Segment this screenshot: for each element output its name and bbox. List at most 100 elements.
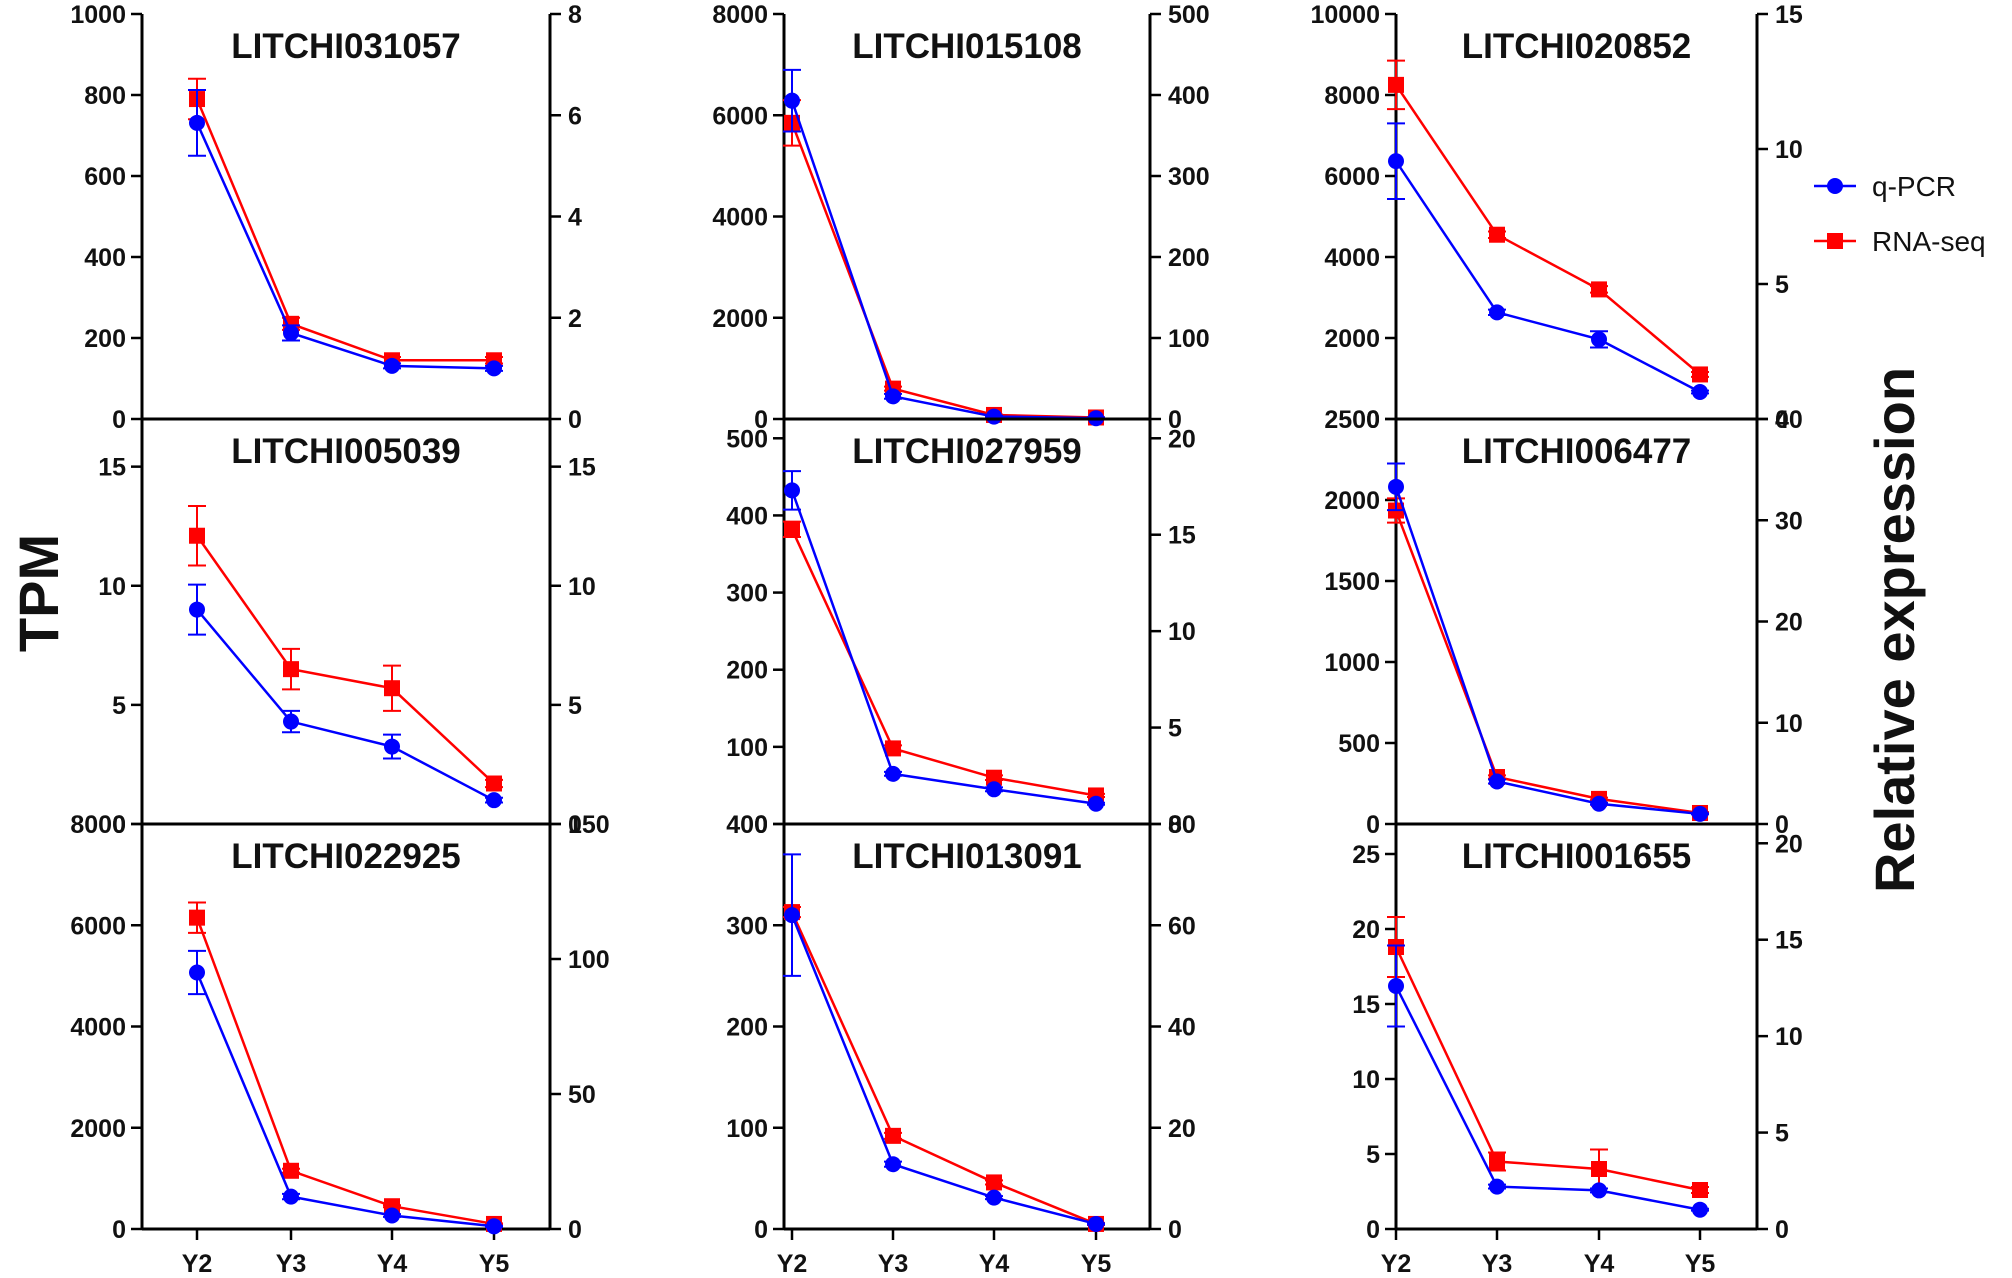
x-tick-label: Y5	[1081, 1250, 1112, 1278]
left-tick-label: 15	[1352, 991, 1380, 1019]
right-tick-label: 10	[1775, 136, 1803, 164]
left-tick-label: 1500	[1324, 568, 1380, 596]
series-q-pcr	[1387, 462, 1709, 822]
left-tick-label: 0	[754, 406, 768, 434]
data-point	[885, 765, 901, 782]
left-tick-label: 0	[1366, 811, 1380, 839]
right-tick-label: 20	[1168, 425, 1196, 453]
series-line	[195, 917, 495, 1226]
series-q-pcr	[188, 583, 503, 809]
data-point	[885, 1156, 901, 1173]
data-point	[1692, 1182, 1708, 1198]
left-tick-label: 2000	[70, 1115, 126, 1143]
series-q-pcr	[188, 949, 503, 1235]
left-tick-label: 400	[726, 811, 768, 839]
right-tick-label: 20	[1168, 1115, 1196, 1143]
data-point	[986, 408, 1002, 425]
data-point	[1388, 153, 1404, 170]
left-tick-label: 1000	[70, 1, 126, 29]
panel-title: LITCHI031057	[231, 27, 461, 66]
series-line	[195, 98, 494, 362]
chart-panel-5: LITCHI027959 0 100 200 300 400 500 0 5 10 15 20	[726, 417, 1196, 839]
series-line	[790, 914, 1097, 1226]
chart-panels: LITCHI0310570200400600800100002468LITCHI…	[70, 1, 1803, 1278]
data-point	[486, 1218, 502, 1235]
left-tick-label: 200	[726, 657, 768, 685]
x-tick-label: Y2	[1381, 1250, 1412, 1278]
right-tick-label: 80	[1168, 811, 1196, 839]
right-tick-label: 0	[568, 1216, 582, 1244]
data-point	[1591, 281, 1607, 298]
legend-item-rnaseq: RNA-seq	[1814, 226, 1986, 257]
right-tick-label: 2	[568, 305, 582, 333]
data-point	[885, 388, 901, 405]
x-tick-label: Y3	[1482, 1250, 1513, 1278]
data-point	[384, 357, 400, 374]
data-point	[1489, 1178, 1505, 1195]
series-line	[195, 122, 495, 370]
left-tick-label: 4000	[712, 204, 768, 232]
panel-title: LITCHI020852	[1462, 27, 1692, 66]
x-tick-label: Y3	[878, 1250, 909, 1278]
data-point	[1388, 478, 1404, 495]
left-tick-label: 600	[84, 163, 126, 191]
right-tick-label: 4	[568, 204, 582, 232]
right-tick-label: 100	[568, 946, 610, 974]
series-q-pcr	[1387, 944, 1709, 1218]
right-y-axis-label: Relative expression	[1863, 367, 1926, 893]
left-tick-label: 10	[98, 573, 126, 601]
left-tick-label: 6000	[712, 102, 768, 130]
data-point	[1489, 226, 1505, 243]
left-tick-label: 5	[112, 692, 126, 720]
series-line	[790, 528, 1097, 797]
series-line	[1394, 84, 1701, 376]
left-tick-label: 0	[754, 811, 768, 839]
data-point	[1388, 978, 1404, 994]
right-tick-label: 15	[1775, 927, 1803, 955]
right-tick-label: 5	[1775, 271, 1789, 299]
series-line	[1394, 985, 1701, 1211]
left-tick-label: 2500	[1324, 406, 1380, 434]
data-point	[384, 738, 400, 755]
data-point	[1489, 773, 1505, 790]
right-tick-label: 5	[568, 692, 582, 720]
series-line	[790, 911, 1097, 1226]
data-point	[189, 909, 205, 926]
left-tick-label: 100	[726, 1115, 768, 1143]
chart-panel-6: LITCHI0064770500100015002000250001020304…	[1324, 406, 1802, 839]
x-tick-label: Y4	[377, 1250, 408, 1278]
data-point	[189, 964, 205, 981]
x-tick-label: Y5	[1685, 1250, 1716, 1278]
legend-rnaseq-label: RNA-seq	[1872, 226, 1986, 257]
panel-title: LITCHI027959	[852, 432, 1082, 471]
series-rna-seq	[783, 99, 1105, 426]
data-point	[1692, 366, 1708, 383]
data-point	[986, 769, 1002, 786]
right-tick-label: 100	[1168, 325, 1210, 353]
series-q-pcr	[783, 470, 1105, 812]
right-tick-label: 400	[1168, 82, 1210, 110]
data-point	[885, 740, 901, 757]
panel-title: LITCHI022925	[231, 837, 461, 876]
chart-panel-4: LITCHI005039 0 5 10 15 0 5 10 15	[98, 417, 596, 839]
data-point	[283, 661, 299, 678]
left-tick-label: 6000	[70, 912, 126, 940]
series-line	[1394, 946, 1701, 1192]
data-point	[1489, 304, 1505, 321]
left-tick-label: 0	[754, 1216, 768, 1244]
data-point	[784, 482, 800, 499]
left-tick-label: 0	[1366, 1216, 1380, 1244]
x-tick-label: Y5	[479, 1250, 510, 1278]
series-rna-seq	[1387, 916, 1709, 1198]
left-tick-label: 2000	[1324, 325, 1380, 353]
data-point	[189, 114, 205, 131]
chart-panel-9: LITCHI001655 0 5 10 15 20 25 0 5 10 15 20 Y2 Y3 Y4 Y5	[1352, 822, 1803, 1278]
left-tick-label: 25	[1352, 841, 1380, 869]
left-tick-label: 200	[84, 325, 126, 353]
series-rna-seq	[188, 504, 503, 792]
left-tick-label: 2000	[1324, 487, 1380, 515]
chart-panel-1: LITCHI031057 0 200 400 600 800 1000 0 2 4 6 8	[70, 1, 582, 434]
series-line	[195, 535, 495, 785]
data-point	[283, 713, 299, 730]
